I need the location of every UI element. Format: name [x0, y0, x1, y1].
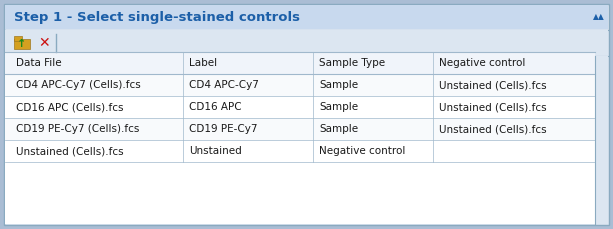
Bar — [5, 5, 608, 29]
Text: CD19 PE-Cy7: CD19 PE-Cy7 — [189, 124, 257, 134]
Text: Negative control: Negative control — [439, 58, 525, 68]
Text: CD16 APC (Cells).fcs: CD16 APC (Cells).fcs — [16, 102, 123, 112]
Text: Unstained (Cells).fcs: Unstained (Cells).fcs — [439, 102, 547, 112]
Text: CD16 APC: CD16 APC — [189, 102, 242, 112]
Text: Data File: Data File — [16, 58, 62, 68]
Bar — [14, 39, 30, 49]
Text: Sample: Sample — [319, 124, 358, 134]
Bar — [5, 52, 595, 74]
Text: Unstained: Unstained — [189, 146, 242, 156]
Bar — [5, 30, 608, 56]
Bar — [5, 96, 595, 118]
Bar — [5, 140, 595, 162]
Text: Unstained (Cells).fcs: Unstained (Cells).fcs — [439, 124, 547, 134]
Bar — [5, 56, 608, 224]
Text: CD19 PE-Cy7 (Cells).fcs: CD19 PE-Cy7 (Cells).fcs — [16, 124, 139, 134]
Text: Sample: Sample — [319, 102, 358, 112]
Text: ↑: ↑ — [17, 39, 27, 49]
Bar — [5, 118, 595, 140]
Bar — [5, 74, 595, 96]
Text: ✕: ✕ — [38, 36, 50, 50]
Bar — [14, 36, 22, 41]
Text: CD4 APC-Cy7 (Cells).fcs: CD4 APC-Cy7 (Cells).fcs — [16, 80, 141, 90]
Text: Unstained (Cells).fcs: Unstained (Cells).fcs — [439, 80, 547, 90]
Text: Sample Type: Sample Type — [319, 58, 385, 68]
Text: ▲▲: ▲▲ — [593, 13, 605, 22]
Text: Negative control: Negative control — [319, 146, 405, 156]
Text: Label: Label — [189, 58, 217, 68]
Text: Unstained (Cells).fcs: Unstained (Cells).fcs — [16, 146, 124, 156]
Text: CD4 APC-Cy7: CD4 APC-Cy7 — [189, 80, 259, 90]
Bar — [595, 56, 608, 224]
Text: Step 1 - Select single-stained controls: Step 1 - Select single-stained controls — [14, 11, 300, 24]
Text: Sample: Sample — [319, 80, 358, 90]
